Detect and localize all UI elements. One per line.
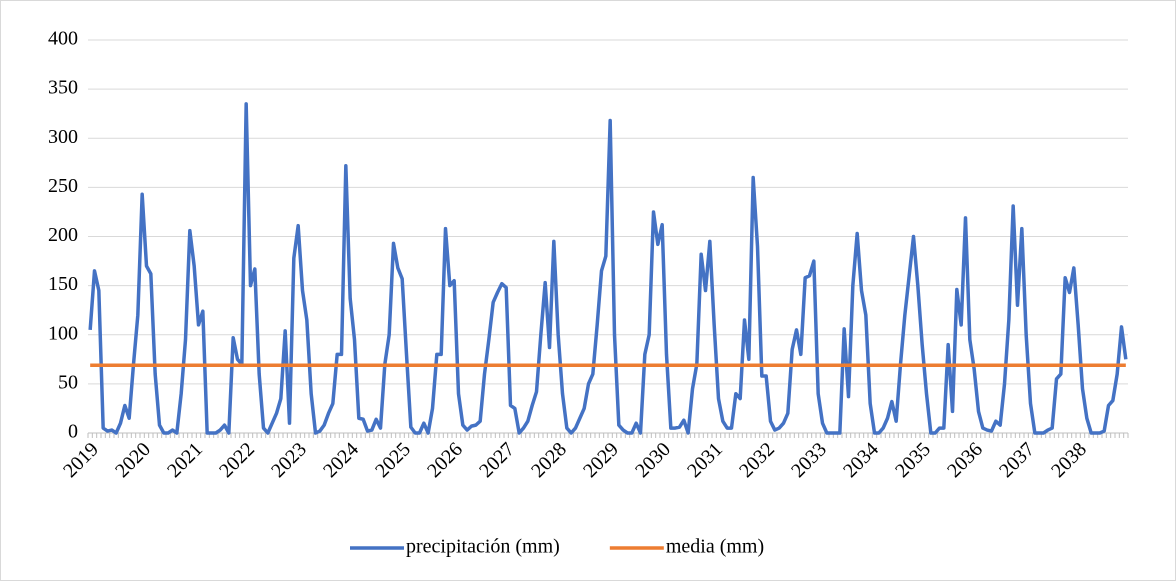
y-tick-label: 100 bbox=[48, 322, 78, 344]
y-tick-label: 0 bbox=[68, 421, 78, 443]
y-tick-label: 50 bbox=[58, 371, 78, 393]
y-tick-label: 400 bbox=[48, 28, 78, 50]
y-tick-label: 150 bbox=[48, 273, 78, 295]
y-tick-label: 300 bbox=[48, 126, 78, 148]
legend-label: media (mm) bbox=[666, 536, 764, 558]
data-line bbox=[88, 102, 1128, 435]
legend-label: precipitación (mm) bbox=[406, 536, 560, 558]
y-tick-label: 350 bbox=[48, 77, 78, 99]
y-tick-label: 200 bbox=[48, 224, 78, 246]
y-tick-label: 250 bbox=[48, 175, 78, 197]
